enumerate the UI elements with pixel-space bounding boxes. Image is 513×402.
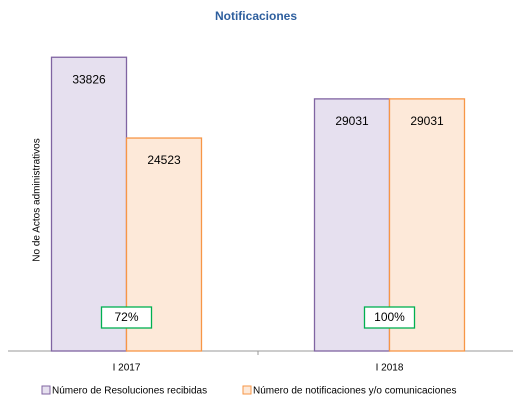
bar xyxy=(50,56,128,352)
x-tick-label: I 2017 xyxy=(113,363,141,374)
data-label: 29031 xyxy=(335,114,369,128)
x-tick-label: I 2018 xyxy=(376,363,404,374)
chart-title: Notificaciones xyxy=(215,9,297,23)
annotation-box xyxy=(100,306,153,329)
annotation: 100% xyxy=(374,310,405,324)
legend-label: Número de notificaciones y/o comunicacio… xyxy=(253,386,456,397)
annotation-box xyxy=(363,306,416,329)
y-axis-label: No de Actos administrativos xyxy=(32,138,43,261)
legend-label: Número de Resoluciones recibidas xyxy=(52,386,207,397)
annotation: 72% xyxy=(114,310,138,324)
legend-swatch xyxy=(242,385,252,395)
data-label: 24523 xyxy=(147,153,181,167)
data-label: 33826 xyxy=(72,72,106,86)
data-label: 29031 xyxy=(410,114,444,128)
legend-swatch xyxy=(41,385,51,395)
